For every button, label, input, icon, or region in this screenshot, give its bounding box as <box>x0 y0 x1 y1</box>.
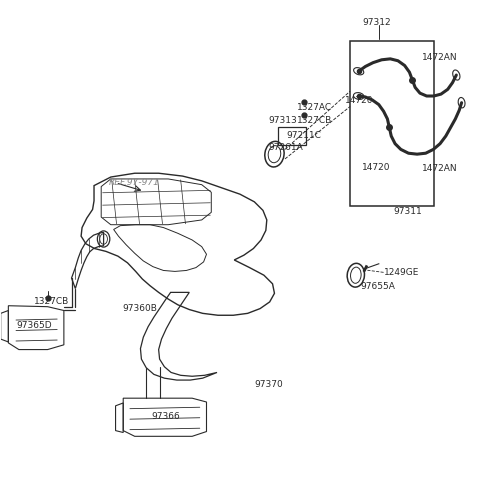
Text: 1472AN: 1472AN <box>422 164 457 173</box>
Text: 97311: 97311 <box>393 207 422 216</box>
Text: 97211C: 97211C <box>286 130 321 140</box>
Text: 1327CB: 1327CB <box>297 116 332 125</box>
Bar <box>278 128 306 145</box>
Text: REF.97-971: REF.97-971 <box>108 178 159 187</box>
Text: 14720: 14720 <box>362 163 391 172</box>
Text: 97655A: 97655A <box>360 282 396 291</box>
Text: 1249GE: 1249GE <box>384 268 419 277</box>
Text: 1472AN: 1472AN <box>422 54 457 63</box>
Text: 97370: 97370 <box>254 380 283 389</box>
Text: 1327AC: 1327AC <box>298 103 333 112</box>
Text: 97312: 97312 <box>362 18 391 27</box>
Text: 97365D: 97365D <box>16 321 52 330</box>
Text: 97261A: 97261A <box>269 142 303 152</box>
Text: 97366: 97366 <box>152 412 180 421</box>
Text: 1327CB: 1327CB <box>34 297 70 306</box>
Text: 97313: 97313 <box>269 116 298 125</box>
Bar <box>350 41 434 206</box>
Text: 97360B: 97360B <box>123 304 157 313</box>
Text: 14720: 14720 <box>345 96 374 105</box>
